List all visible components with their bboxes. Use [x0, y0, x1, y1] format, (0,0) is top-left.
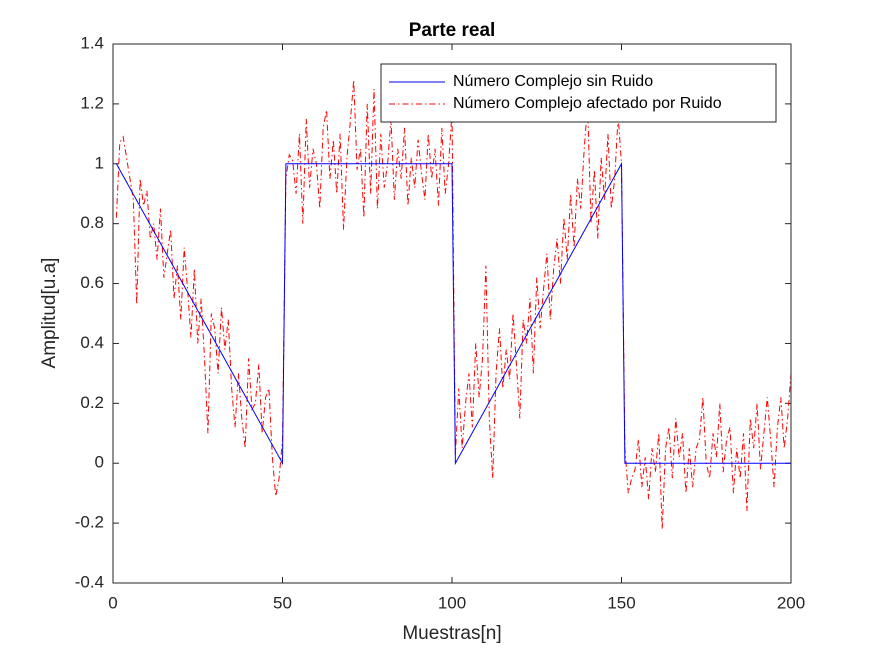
y-tick-label: 0.6 — [80, 273, 104, 292]
x-tick-label: 0 — [108, 593, 117, 612]
legend-box — [380, 63, 777, 123]
legend-label: Número Complejo afectado por Ruido — [453, 95, 722, 112]
x-tick-label: 50 — [273, 593, 292, 612]
chart-title: Parte real — [409, 20, 496, 41]
y-tick-label: 0 — [95, 453, 104, 472]
y-tick-label: 0.8 — [80, 213, 104, 232]
y-tick-label: -0.4 — [75, 572, 104, 591]
legend-label: Número Complejo sin Ruido — [453, 73, 653, 90]
y-axis-label: Amplitud[u.a] — [39, 258, 60, 369]
x-axis-label: Muestras[n] — [402, 623, 501, 644]
y-tick-label: -0.2 — [75, 513, 104, 532]
data-line — [115, 161, 791, 466]
y-tick-label: 1.2 — [80, 93, 104, 112]
plot-area — [113, 44, 791, 583]
y-tick-label: 0.2 — [80, 393, 104, 412]
y-tick-label: 1 — [95, 153, 104, 172]
axes-box — [112, 43, 792, 584]
y-tick-label: 1.4 — [80, 33, 104, 52]
x-tick-label: 150 — [607, 593, 635, 612]
x-tick-label: 100 — [438, 593, 466, 612]
x-tick-label: 200 — [777, 593, 805, 612]
y-tick-label: 0.4 — [80, 333, 104, 352]
